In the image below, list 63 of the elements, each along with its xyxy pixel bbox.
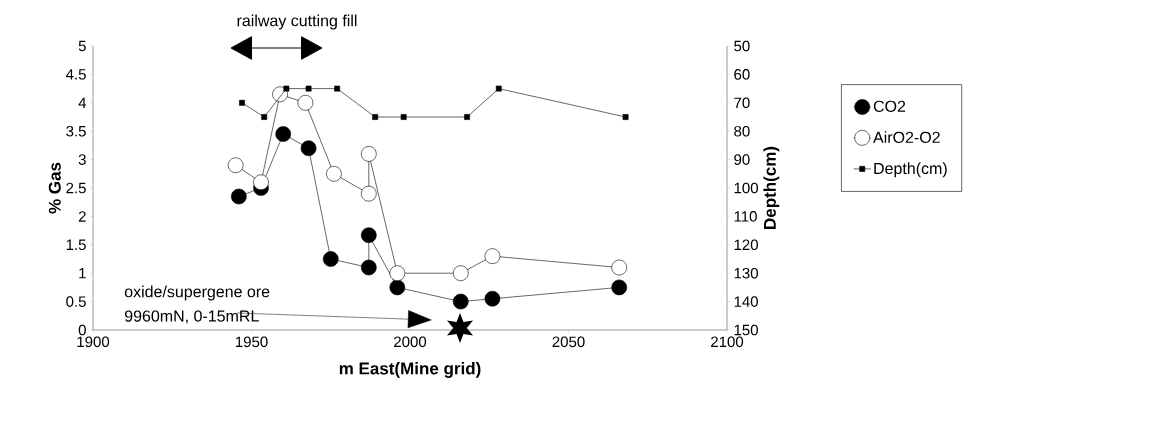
- point: [231, 188, 247, 205]
- y-tick-label: 2: [78, 211, 86, 222]
- point: [495, 85, 502, 92]
- y-tick-label: 0: [78, 324, 86, 336]
- x-tick-label: 1900: [77, 336, 110, 348]
- y-tick-label: 3.5: [66, 125, 86, 137]
- y-tick-label: 4: [78, 97, 87, 108]
- y2-axis-title: Depth(cm): [763, 146, 780, 229]
- point: [305, 85, 312, 92]
- y2-tick-label: 150: [734, 324, 758, 336]
- x-tick-label: 2100: [711, 336, 744, 348]
- point: [334, 85, 340, 92]
- y2-tick-label: 90: [734, 154, 750, 165]
- x-tick-label: 2050: [552, 336, 585, 348]
- annotation: 9960mN, 0-15mRL: [124, 310, 259, 324]
- y2-tick-label: 110: [734, 211, 757, 222]
- point: [326, 166, 342, 182]
- legend-label: CO2: [873, 100, 906, 112]
- point: [484, 248, 501, 264]
- y-tick-label: 1: [79, 268, 86, 279]
- y2-tick-label: 80: [734, 125, 750, 137]
- point: [361, 185, 377, 202]
- text: railway cutting fill: [237, 14, 357, 30]
- point: [322, 251, 339, 267]
- x-tick-label: 2000: [394, 336, 427, 348]
- point: [389, 265, 406, 281]
- y-tick-label: 1.5: [66, 239, 86, 251]
- point: [484, 290, 501, 307]
- point: [261, 114, 268, 120]
- y2-tick-label: 130: [734, 267, 758, 279]
- y2-tick-label: 50: [734, 40, 750, 52]
- point: [253, 174, 269, 191]
- point: [464, 114, 470, 120]
- point: [452, 293, 469, 310]
- point: [300, 140, 317, 157]
- point: [361, 259, 377, 276]
- y-axis-title: % Gas: [48, 162, 61, 214]
- y-tick-label: 4.5: [65, 69, 86, 80]
- y2-tick-label: 120: [734, 239, 758, 251]
- point: [275, 126, 292, 142]
- point: [452, 265, 469, 281]
- annotation: oxide/supergene ore: [124, 285, 270, 301]
- x-tick-label: 1950: [235, 336, 268, 348]
- y-tick-label: 0.5: [66, 296, 86, 307]
- y-tick-label: 2.5: [66, 182, 86, 194]
- y2-tick-label: 140: [734, 296, 758, 307]
- point: [239, 99, 245, 106]
- point: [611, 279, 628, 296]
- point: [622, 114, 629, 120]
- y-tick-label: 5: [78, 40, 86, 52]
- y2-tick-label: 100: [734, 182, 758, 194]
- point: [361, 227, 377, 243]
- y2-tick-label: 60: [734, 69, 750, 80]
- point: [297, 95, 314, 111]
- legend-label: AirO2-O2: [873, 131, 940, 144]
- y2-tick-label: 70: [734, 97, 750, 109]
- point: [372, 114, 379, 120]
- point: [389, 279, 406, 296]
- point: [283, 85, 290, 92]
- legend-label: Depth(cm): [874, 162, 947, 178]
- x-axis-title: m East(Mine grid): [339, 361, 481, 378]
- point: [400, 114, 407, 120]
- y-tick-label: 3: [78, 154, 86, 165]
